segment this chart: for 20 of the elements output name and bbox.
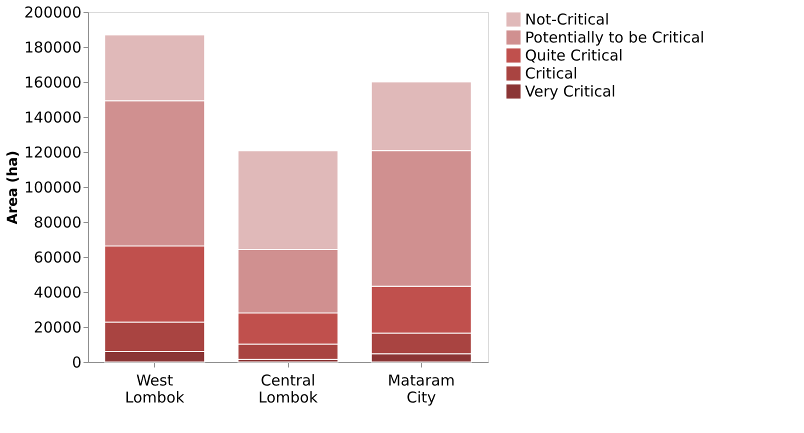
legend-label: Quite Critical — [525, 46, 623, 64]
y-tick-label: 180000 — [24, 38, 82, 56]
legend-label: Potentially to be Critical — [525, 28, 704, 46]
y-tick-label: 200000 — [24, 4, 82, 22]
y-tick-label: 160000 — [24, 74, 82, 92]
y-tick-label: 40000 — [34, 284, 82, 302]
y-tick-label: 100000 — [24, 178, 82, 196]
legend-label: Critical — [525, 64, 578, 82]
y-tick-label: 120000 — [24, 144, 82, 162]
y-tick-label: 0 — [72, 354, 82, 372]
x-tick-label: West Lombok — [125, 372, 185, 406]
legend-label: Not-Critical — [525, 10, 610, 28]
legend-label: Very Critical — [525, 82, 616, 100]
y-tick-label: 80000 — [34, 214, 82, 232]
x-tick-label: Central Lombok — [258, 372, 318, 406]
x-tick-label: Mataram City — [388, 372, 455, 406]
y-tick-label: 60000 — [34, 248, 82, 266]
y-axis-title: Area (ha) — [5, 150, 22, 224]
y-tick-label: 20000 — [34, 318, 82, 336]
y-tick-label: 140000 — [24, 108, 82, 126]
